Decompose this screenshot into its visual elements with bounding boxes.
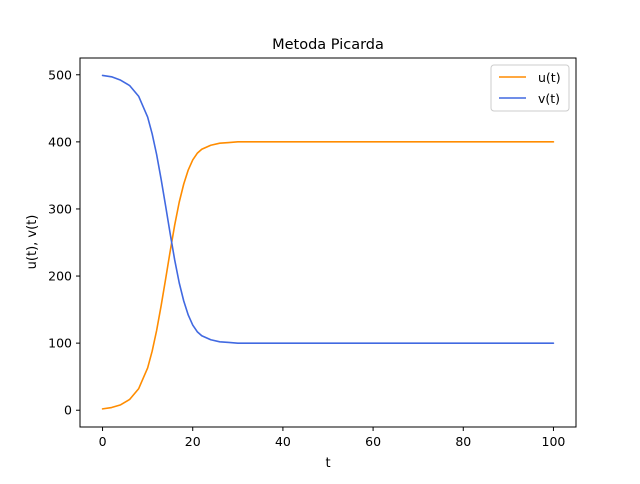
y-tick-label: 0 [64,403,72,418]
legend-label-v: v(t) [538,91,560,106]
legend-label-u: u(t) [538,70,561,85]
y-axis-ticks: 0 100 200 300 400 500 [48,67,80,418]
x-tick-label: 100 [542,434,566,449]
x-tick-label: 40 [275,434,291,449]
x-tick-label: 80 [455,434,471,449]
y-tick-label: 300 [48,201,72,216]
x-tick-label: 0 [99,434,107,449]
y-tick-label: 200 [48,269,72,284]
x-tick-label: 20 [185,434,201,449]
x-tick-label: 60 [365,434,381,449]
y-tick-label: 100 [48,336,72,351]
x-axis-label: t [325,456,330,471]
y-axis-label: u(t), v(t) [25,215,40,270]
y-tick-label: 400 [48,134,72,149]
y-tick-label: 500 [48,67,72,82]
series-line-v [101,74,555,344]
x-axis-ticks: 0 20 40 60 80 100 [99,427,566,449]
plot-frame [79,57,577,428]
legend: u(t) v(t) [490,64,570,112]
chart-title: Metoda Picarda [272,37,384,53]
series-lines [101,74,555,410]
series-line-u [101,141,555,410]
